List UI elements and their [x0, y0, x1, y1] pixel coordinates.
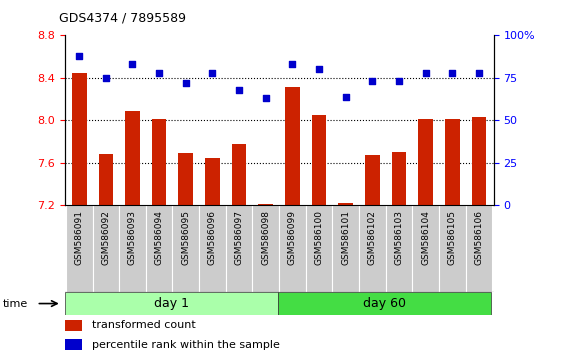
Bar	[279, 205, 306, 292]
Bar	[199, 205, 226, 292]
Bar	[65, 320, 82, 331]
Bar	[205, 158, 220, 205]
Point	[475, 70, 484, 76]
Bar	[232, 144, 246, 205]
Bar	[472, 117, 486, 205]
Text: percentile rank within the sample: percentile rank within the sample	[93, 339, 280, 350]
Bar	[278, 292, 491, 315]
Point	[128, 62, 137, 67]
Text: time: time	[3, 298, 28, 309]
Text: GSM586102: GSM586102	[368, 210, 377, 264]
Bar	[65, 339, 82, 350]
Point	[368, 79, 377, 84]
Text: GSM586091: GSM586091	[75, 210, 84, 265]
Text: GSM586095: GSM586095	[181, 210, 190, 265]
Point	[181, 80, 190, 86]
Point	[421, 70, 430, 76]
Bar	[65, 292, 278, 315]
Bar	[386, 205, 412, 292]
Point	[75, 53, 84, 59]
Point	[341, 94, 350, 99]
Point	[261, 96, 270, 101]
Text: GSM586094: GSM586094	[155, 210, 164, 264]
Bar	[99, 154, 113, 205]
Bar	[66, 205, 93, 292]
Bar	[259, 204, 273, 205]
Bar	[445, 119, 459, 205]
Text: GSM586096: GSM586096	[208, 210, 217, 265]
Bar	[93, 205, 119, 292]
Bar	[439, 205, 466, 292]
Text: day 1: day 1	[154, 297, 188, 310]
Bar	[72, 73, 86, 205]
Text: GSM586092: GSM586092	[102, 210, 111, 264]
Bar	[252, 205, 279, 292]
Bar	[178, 153, 193, 205]
Text: GSM586099: GSM586099	[288, 210, 297, 265]
Bar	[392, 152, 406, 205]
Text: GSM586100: GSM586100	[315, 210, 324, 265]
Point	[394, 79, 403, 84]
Bar	[466, 205, 493, 292]
Text: GDS4374 / 7895589: GDS4374 / 7895589	[59, 12, 186, 25]
Bar	[412, 205, 439, 292]
Bar	[338, 203, 353, 205]
Point	[288, 62, 297, 67]
Bar	[226, 205, 252, 292]
Text: GSM586098: GSM586098	[261, 210, 270, 265]
Text: GSM586106: GSM586106	[475, 210, 484, 265]
Text: day 60: day 60	[363, 297, 406, 310]
Text: GSM586097: GSM586097	[234, 210, 243, 265]
Point	[234, 87, 243, 93]
Text: GSM586105: GSM586105	[448, 210, 457, 265]
Bar	[419, 119, 433, 205]
Point	[208, 70, 217, 76]
Bar	[152, 119, 167, 205]
Bar	[172, 205, 199, 292]
Point	[155, 70, 164, 76]
Text: GSM586093: GSM586093	[128, 210, 137, 265]
Text: transformed count: transformed count	[93, 320, 196, 330]
Bar	[285, 87, 300, 205]
Point	[448, 70, 457, 76]
Bar	[312, 115, 327, 205]
Point	[102, 75, 111, 81]
Text: GSM586104: GSM586104	[421, 210, 430, 264]
Bar	[125, 111, 140, 205]
Point	[315, 67, 324, 72]
Bar	[365, 155, 380, 205]
Bar	[119, 205, 146, 292]
Bar	[333, 205, 359, 292]
Text: GSM586103: GSM586103	[394, 210, 403, 265]
Bar	[146, 205, 172, 292]
Bar	[359, 205, 386, 292]
Text: GSM586101: GSM586101	[341, 210, 350, 265]
Bar	[306, 205, 333, 292]
